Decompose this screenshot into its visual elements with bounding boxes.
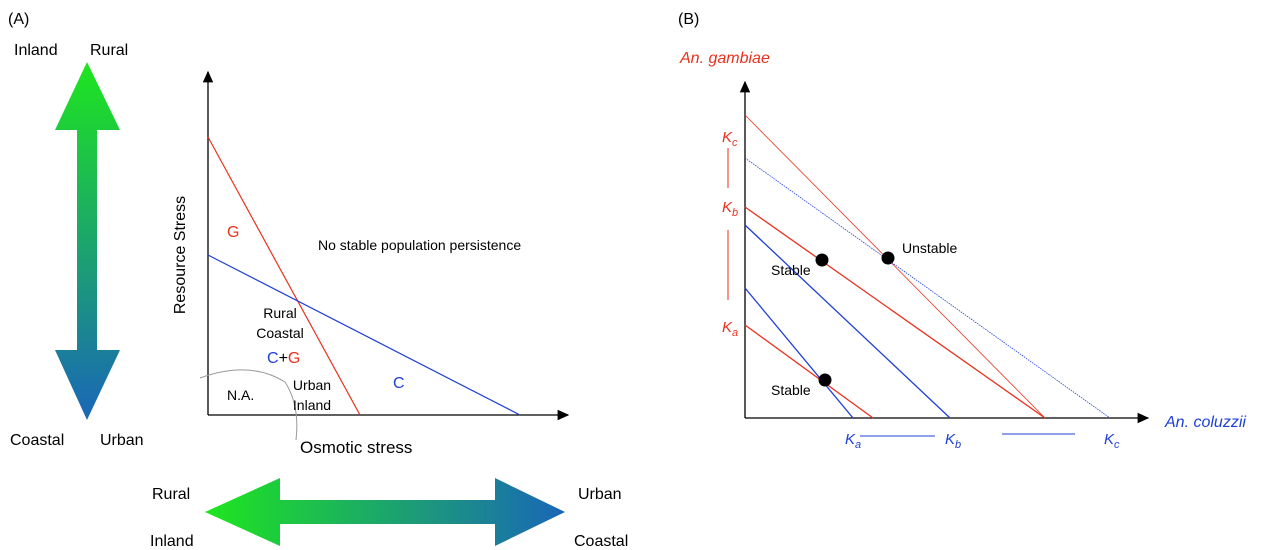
x-label: Kb [945, 431, 961, 451]
arrow-label: Urban [100, 432, 144, 449]
isocline [744, 324, 874, 419]
isocline [744, 206, 1046, 419]
region-label: C [393, 375, 405, 392]
arrow-label: Rural [90, 42, 128, 59]
region-label: Inland [293, 397, 331, 413]
isocline [744, 114, 1046, 419]
y-label: Ka [722, 319, 738, 339]
arrow-label: Urban [578, 486, 622, 503]
symbol: K [722, 199, 733, 216]
axis-label: An. coluzzii [1164, 414, 1246, 431]
point-label: Stable [771, 382, 811, 398]
boundary-line [207, 136, 361, 416]
y-label: Kc [722, 129, 738, 149]
equilibrium-point [818, 373, 832, 387]
symbol: K [722, 319, 733, 336]
axis-label: Osmotic stress [300, 438, 412, 457]
equilibrium-point [881, 251, 895, 265]
region-label: N.A. [227, 387, 254, 403]
point-label: Stable [771, 262, 811, 278]
region-label: Urban [293, 377, 331, 393]
species-g: G [288, 350, 300, 367]
region-label: C+G [267, 350, 300, 367]
subscript: a [732, 327, 738, 339]
horizontal-arrow [205, 478, 565, 546]
isocline [744, 157, 1111, 419]
panel-label: (A) [8, 11, 29, 28]
y-label: Kb [722, 199, 738, 219]
point-label: Unstable [902, 240, 957, 256]
arrow-label: Inland [14, 42, 58, 59]
region-label: Coastal [256, 325, 303, 341]
arrow-label: Coastal [10, 432, 64, 449]
axis-label: An. gambiae [679, 50, 770, 67]
plus: + [279, 350, 288, 367]
equilibrium-point [815, 253, 829, 267]
boundary-line [207, 254, 521, 416]
isocline [744, 224, 951, 419]
vertical-arrow [55, 62, 120, 420]
arrow-label: Rural [152, 486, 190, 503]
region-label: No stable population persistence [318, 237, 521, 253]
species-c: C [267, 350, 279, 367]
subscript: a [855, 439, 861, 451]
region-label: G [227, 224, 239, 241]
na-curve [199, 369, 298, 441]
symbol: K [1104, 431, 1115, 448]
x-label: Ka [845, 431, 861, 451]
symbol: K [722, 129, 733, 146]
panel-label: (B) [678, 11, 699, 28]
arrow-label: Coastal [574, 533, 628, 550]
symbol: K [845, 431, 856, 448]
arrow-label: Inland [150, 533, 194, 550]
symbol: K [945, 431, 956, 448]
x-label: Kc [1104, 431, 1120, 451]
subscript: b [732, 207, 738, 219]
subscript: c [1114, 439, 1120, 451]
axis-label: Resource Stress [172, 196, 189, 314]
subscript: c [732, 137, 738, 149]
subscript: b [955, 439, 961, 451]
region-label: Rural [263, 305, 296, 321]
isocline [744, 287, 854, 419]
